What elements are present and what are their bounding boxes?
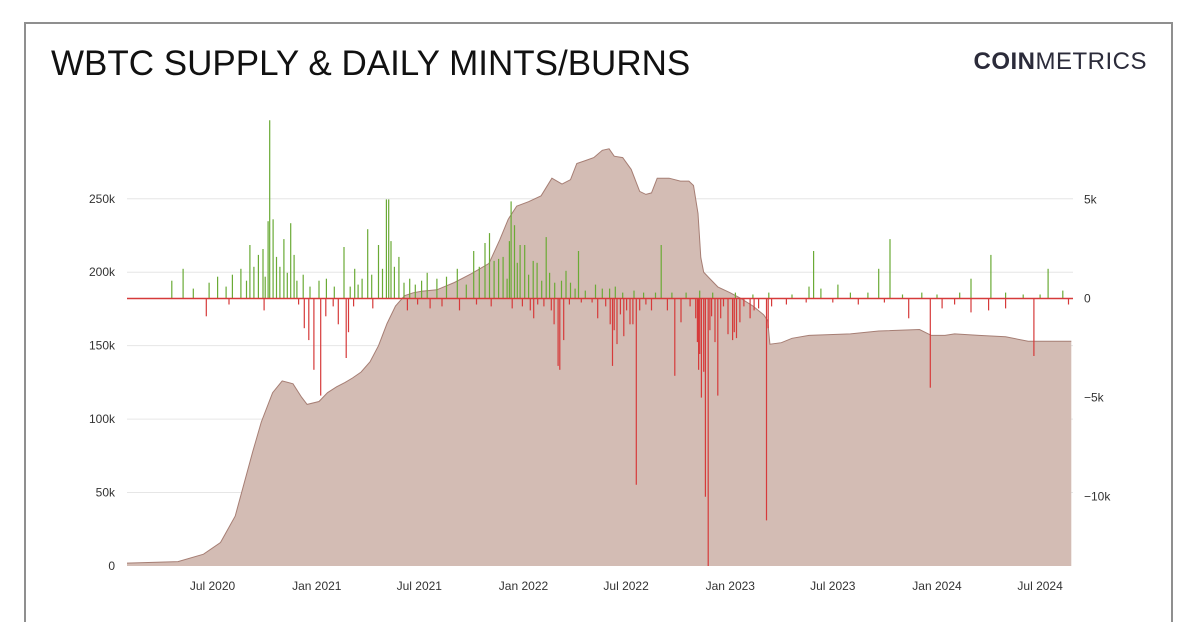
left-tick-label: 200k xyxy=(89,265,116,279)
x-tick-label: Jul 2023 xyxy=(810,579,856,593)
left-tick-label: 150k xyxy=(89,339,116,353)
logo-light-text: METRICS xyxy=(1035,48,1147,75)
right-tick-label: 5k xyxy=(1084,192,1098,206)
x-tick-label: Jan 2024 xyxy=(912,579,962,593)
supply-line xyxy=(126,148,1072,564)
x-axis-ticks: Jul 2020 Jan 2021 Jul 2021 Jan 2022 Jul 2022… xyxy=(190,579,1063,593)
x-tick-label: Jul 2020 xyxy=(190,579,236,593)
x-tick-label: Jan 2022 xyxy=(499,579,549,593)
left-tick-label: 250k xyxy=(89,192,116,206)
right-axis-ticks: 5k 0 −5k −10k xyxy=(1084,192,1111,503)
chart-title: WBTC SUPPLY & DAILY MINTS/BURNS xyxy=(51,44,691,83)
x-tick-label: Jan 2023 xyxy=(706,579,756,593)
left-tick-label: 100k xyxy=(89,412,116,426)
left-axis-ticks: 0 50k 100k 150k 200k 250k xyxy=(89,192,116,573)
coinmetrics-logo: COINMETRICS xyxy=(974,48,1148,76)
logo-bold-text: COIN xyxy=(973,48,1036,75)
x-tick-label: Jul 2024 xyxy=(1017,579,1063,593)
x-tick-label: Jul 2022 xyxy=(603,579,649,593)
right-tick-label: −10k xyxy=(1084,490,1111,504)
right-tick-label: 0 xyxy=(1084,292,1091,306)
right-tick-label: −5k xyxy=(1084,391,1105,405)
supply-area xyxy=(127,148,1072,567)
left-tick-label: 0 xyxy=(108,559,115,573)
left-tick-label: 50k xyxy=(96,486,116,500)
x-tick-label: Jul 2021 xyxy=(397,579,443,593)
x-tick-label: Jan 2021 xyxy=(292,579,342,593)
mint-burn-bars xyxy=(171,120,1070,566)
